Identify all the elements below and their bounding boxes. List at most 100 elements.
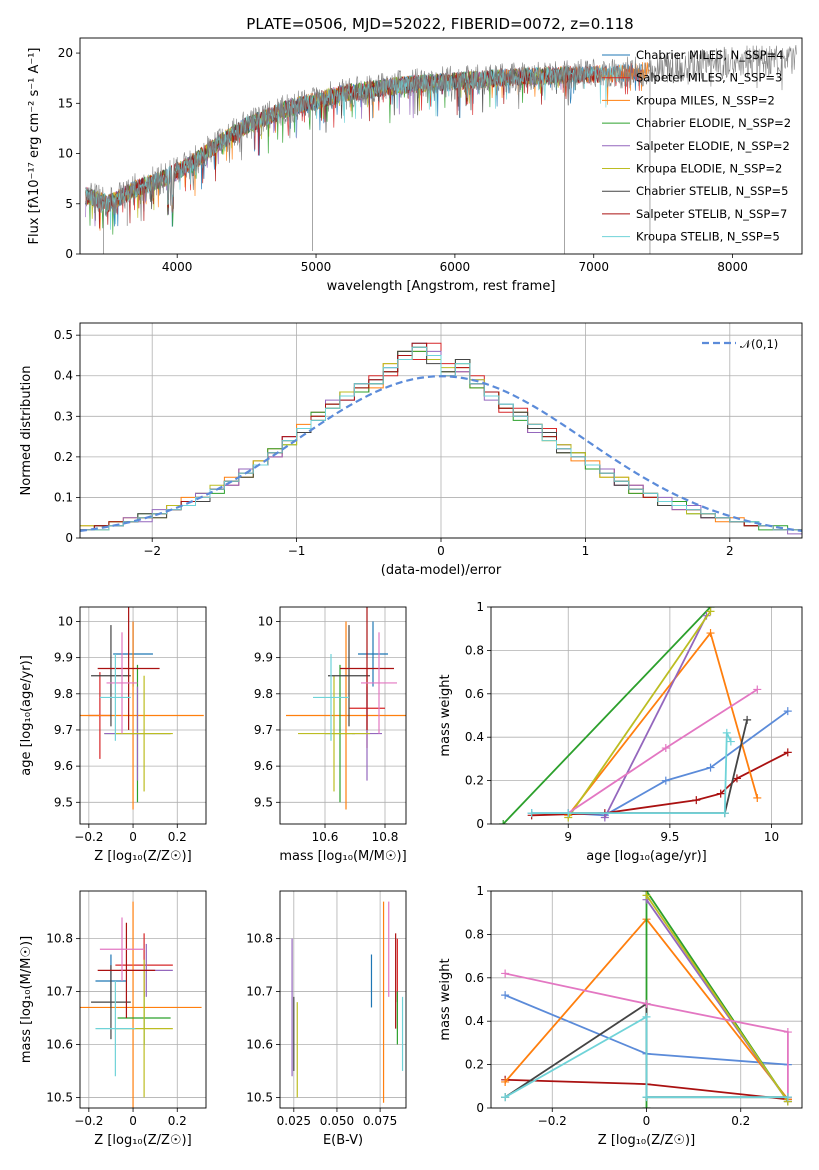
weight-marker (753, 793, 762, 802)
legend-label: Salpeter MILES, N_SSP=3 (636, 71, 782, 85)
weight-line (567, 610, 712, 819)
legend-label: Chabrier MILES, N_SSP=4 (636, 48, 783, 62)
legend-label: Chabrier ELODIE, N_SSP=2 (636, 116, 791, 130)
x-tick-label: 0.2 (168, 1114, 187, 1128)
y-tick-label: 10.7 (246, 985, 273, 999)
weight-marker (692, 796, 701, 805)
y-axis-label: mass weight (438, 958, 453, 1040)
weight-line (603, 615, 708, 818)
weight-marker (564, 809, 573, 818)
x-tick-label: −0.2 (74, 830, 103, 844)
x-tick-label: −2 (143, 544, 161, 558)
y-tick-label: 0.5 (54, 328, 73, 342)
normal-curve (80, 375, 802, 532)
weight-marker (706, 763, 715, 772)
weight-marker (642, 999, 651, 1008)
y-tick-label: 10 (258, 614, 273, 628)
y-tick-label: 0.6 (465, 687, 484, 701)
y-axis-label: mass weight (438, 674, 453, 756)
y-tick-label: 10.8 (246, 932, 273, 946)
weight-line (502, 607, 712, 824)
y-tick-label: 15 (58, 96, 73, 110)
weight-marker (743, 715, 752, 724)
y-tick-label: 0.8 (465, 643, 484, 657)
y-tick-label: 0 (65, 247, 73, 261)
y-tick-label: 0.2 (465, 774, 484, 788)
x-tick-label: 5000 (301, 260, 332, 274)
y-tick-label: 9.8 (54, 687, 73, 701)
y-tick-label: 9.5 (54, 795, 73, 809)
weight-marker (720, 809, 729, 818)
y-tick-label: 1 (476, 600, 484, 614)
weight-marker (732, 774, 741, 783)
x-tick-label: −0.2 (74, 1114, 103, 1128)
weight-marker (501, 1077, 510, 1086)
y-tick-label: 9.9 (254, 651, 273, 665)
weight-marker (783, 707, 792, 716)
legend-label: Salpeter STELIB, N_SSP=7 (636, 207, 787, 221)
x-axis-label: Z [log₁₀(Z/Z☉)] (94, 1133, 191, 1148)
weight-line (645, 894, 789, 1103)
y-tick-label: 0 (65, 531, 73, 545)
axes-frame (79, 890, 207, 1109)
y-axis-label: age [log₁₀(age/yr)] (19, 655, 34, 776)
weight-marker (527, 809, 536, 818)
x-tick-label: 9.5 (660, 830, 679, 844)
axes-frame (79, 322, 803, 539)
plot-area-weight-vs-age (499, 607, 792, 824)
axes-age-vs-Z: −0.2 0 0.2 9.5 9.6 9.7 9.8 9.9 10 Z [log₁₀(Z/Z☉)]… (19, 606, 207, 864)
plot-area-weight-vs-Z (501, 891, 792, 1108)
axes-frame (79, 606, 207, 825)
y-tick-label: 10 (58, 614, 73, 628)
x-axis-label: Z [log₁₀(Z/Z☉)] (598, 1133, 695, 1148)
legend-label: Kroupa ELODIE, N_SSP=2 (636, 162, 782, 176)
weight-marker (661, 776, 670, 785)
axes-spectrum: 4000 5000 6000 7000 8000 0 5 10 15 20 wavelength [… (27, 37, 803, 294)
x-tick-label: 9 (564, 830, 572, 844)
panel-weight-vs-age: 9 9.5 10 0 0.2 0.4 0.6 0.8 1 age [log₁₀(age/yr)] m… (438, 600, 803, 864)
y-tick-label: 9.6 (54, 759, 73, 773)
legend-label: Chabrier STELIB, N_SSP=5 (636, 184, 788, 198)
weight-marker (499, 820, 508, 824)
spectrum-legend: Chabrier MILES, N_SSP=4 Salpeter MILES, N… (602, 48, 791, 244)
x-tick-label: 10.6 (312, 830, 339, 844)
y-tick-label: 10 (58, 147, 73, 161)
x-tick-label: 2 (726, 544, 734, 558)
x-tick-label: 6000 (440, 260, 471, 274)
axes-weight-vs-age: 9 9.5 10 0 0.2 0.4 0.6 0.8 1 age [log₁₀(age/yr)] m… (438, 600, 803, 864)
axes-frame (279, 890, 407, 1109)
x-tick-label: 0.2 (168, 830, 187, 844)
y-tick-label: 10.5 (246, 1090, 273, 1104)
weight-marker (501, 1093, 510, 1102)
legend-label: 𝒩(0,1) (740, 337, 778, 351)
y-tick-label: 20 (58, 46, 73, 60)
weight-marker (726, 737, 735, 746)
axes-frame (490, 890, 803, 1109)
axes-mass-vs-ebv: 0.025 0.050 0.075 10.5 10.6 10.7 10.8 E(B-V) (246, 890, 407, 1148)
x-tick-label: 0.2 (731, 1114, 750, 1128)
figure-title: PLATE=0506, MJD=52022, FIBERID=0072, z=0… (246, 15, 633, 33)
weight-marker (753, 685, 762, 694)
y-tick-label: 10.6 (246, 1037, 273, 1051)
weight-marker (501, 991, 510, 1000)
x-axis-label: age [log₁₀(age/yr)] (586, 849, 707, 864)
y-tick-label: 9.7 (54, 723, 73, 737)
y-tick-label: 0.6 (465, 971, 484, 985)
x-axis-label: E(B-V) (323, 1133, 363, 1148)
x-tick-label: 0 (129, 1114, 137, 1128)
y-tick-label: 0.8 (465, 927, 484, 941)
y-axis-label: Normed distribution (19, 366, 34, 496)
legend-label: Kroupa STELIB, N_SSP=5 (636, 230, 780, 244)
weight-marker (722, 728, 731, 737)
y-tick-label: 9.6 (254, 759, 273, 773)
x-tick-label: 0.050 (320, 1114, 354, 1128)
y-tick-label: 5 (65, 197, 73, 211)
panel-mass-vs-ebv: 0.025 0.050 0.075 10.5 10.6 10.7 10.8 E(B-V) (246, 890, 407, 1148)
axes-frame (279, 606, 407, 825)
x-axis-label: Z [log₁₀(Z/Z☉)] (94, 849, 191, 864)
x-tick-label: 0 (129, 830, 137, 844)
weight-marker (716, 789, 725, 798)
y-tick-label: 9.7 (254, 723, 273, 737)
legend-label: Kroupa MILES, N_SSP=2 (636, 93, 775, 107)
panel-residuals: −2 −1 0 1 2 0 0.1 0.2 0.3 0.4 0.5 (data-model)/erro… (19, 322, 803, 578)
